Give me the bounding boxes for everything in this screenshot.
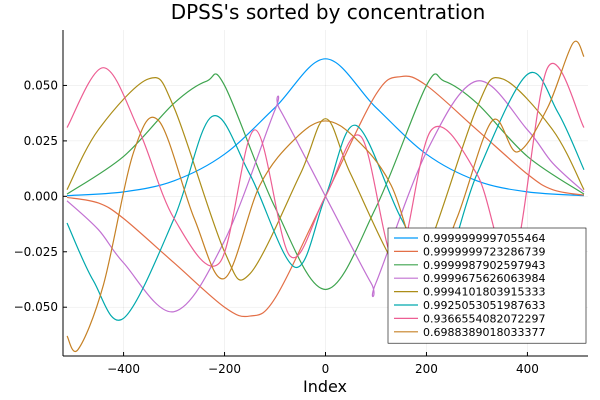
legend-label: 0.9366554082072297 xyxy=(423,312,545,325)
legend-box xyxy=(387,227,587,344)
legend: 0.99999999970554640.99999997232867390.99… xyxy=(387,227,587,344)
legend-label: 0.6988389018033377 xyxy=(423,326,545,339)
legend-label: 0.9999999723286739 xyxy=(423,245,545,258)
legend-label: 0.9999987902597943 xyxy=(423,259,545,272)
ticks: −400 −200 0 200 400 −0.050 −0.025 0.000 0.025 0.0… xyxy=(14,78,539,376)
x-tick-label: 400 xyxy=(516,362,539,376)
x-tick-label: 200 xyxy=(415,362,438,376)
series-line-5 xyxy=(66,77,585,281)
y-tick-label: −0.050 xyxy=(14,300,58,314)
x-tick-label: 0 xyxy=(322,362,330,376)
x-axis-label: Index xyxy=(303,377,347,396)
legend-label: 0.9999999997055464 xyxy=(423,232,545,245)
legend-label: 0.9994101803915333 xyxy=(423,286,545,299)
series-line-3 xyxy=(66,73,585,291)
series-line-8 xyxy=(66,40,585,352)
x-tick-label: −200 xyxy=(208,362,241,376)
legend-label: 0.9999675626063984 xyxy=(423,272,545,285)
x-tick-label: −400 xyxy=(107,362,140,376)
y-tick-label: −0.025 xyxy=(14,245,58,259)
y-tick-label: 0.000 xyxy=(24,189,58,203)
series-line-1 xyxy=(67,58,584,197)
y-tick-label: 0.025 xyxy=(24,134,58,148)
series-group xyxy=(66,40,585,352)
y-tick-label: 0.050 xyxy=(24,78,58,92)
chart-title: DPSS's sorted by concentration xyxy=(171,0,486,24)
legend-label: 0.9925053051987633 xyxy=(423,299,545,312)
